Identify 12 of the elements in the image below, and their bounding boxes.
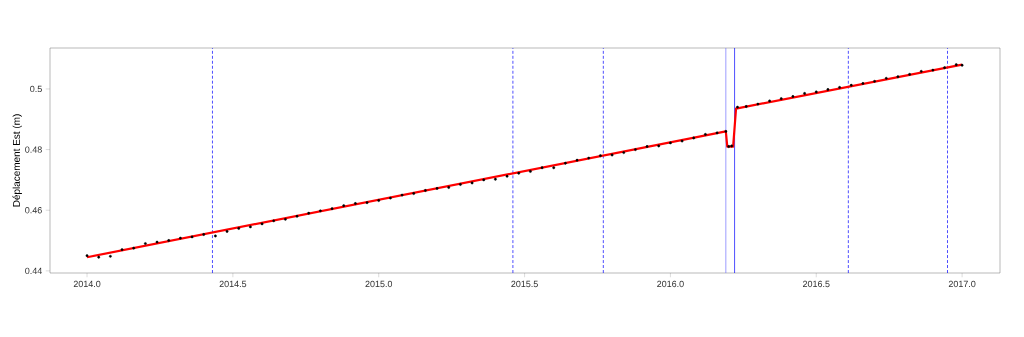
x-tick-label: 2016.5 bbox=[802, 280, 830, 288]
x-tick-label: 2014.5 bbox=[219, 280, 247, 288]
x-tick-label: 2016.0 bbox=[657, 280, 684, 288]
x-tick-label: 2015.0 bbox=[365, 280, 393, 288]
x-tick-label: 2014.0 bbox=[73, 280, 101, 288]
x-tick-label: 2017.0 bbox=[948, 280, 976, 288]
y-axis-title: Déplacement Est (m) bbox=[12, 114, 22, 207]
x-tick-label: 2015.5 bbox=[511, 280, 538, 288]
y-tick-label: 0.44 bbox=[25, 267, 42, 275]
y-tick-label: 0.46 bbox=[25, 207, 42, 214]
y-tick-label: 0.48 bbox=[25, 146, 42, 153]
y-tick-label: 0.5 bbox=[30, 85, 42, 93]
